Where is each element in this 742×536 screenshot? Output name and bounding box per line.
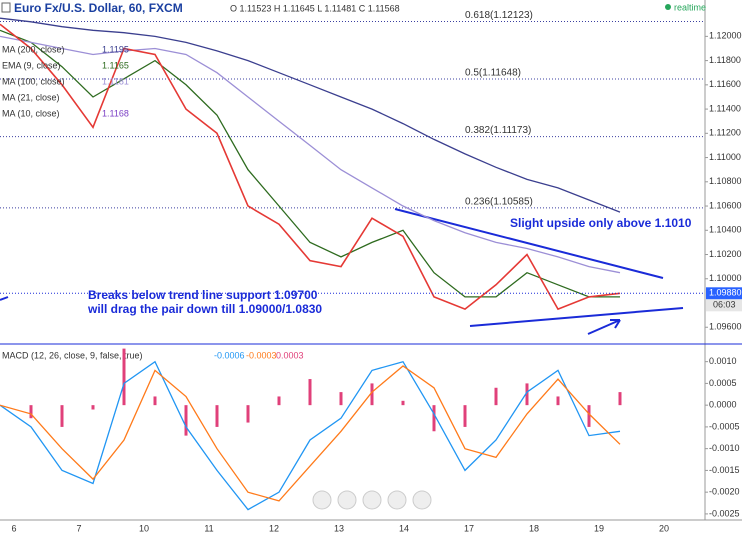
x-tick-label: 19 [594,523,604,533]
last-price-label: 1.09880 [709,288,742,298]
status: realtime [674,2,706,12]
histogram-bar [29,405,33,419]
x-tick-label: 12 [269,523,279,533]
macd-line [0,365,621,502]
histogram-bar [401,400,405,406]
histogram-bar [184,405,188,436]
legend-name: MA (21, close) [2,92,60,102]
scroll-right[interactable] [412,490,432,510]
histogram-bar [277,396,281,406]
y-tick-label: 1.11000 [709,152,741,162]
zoom-out[interactable] [337,490,357,510]
histogram-bar [122,348,126,406]
x-tick-label: 10 [139,523,149,533]
histogram-bar [556,396,560,406]
legend-name: MA (10, close) [2,108,60,118]
y-tick-label: 1.09600 [709,322,742,332]
y-tick-label: 0.0010 [709,356,737,366]
y-tick-label: -0.0025 [709,508,740,518]
y-tick-label: -0.0015 [709,465,740,475]
y-tick-label: 1.12000 [709,31,742,41]
macd-title: MACD (12, 26, close, 9, false, true) [2,350,143,360]
symbol-icon [1,2,11,13]
y-tick-label: 1.10400 [709,225,742,235]
histogram-bar [339,392,343,406]
annotation: Breaks below trend line support 1.09700 [88,288,318,302]
histogram-bar [308,379,312,406]
ma-line [0,17,621,213]
y-tick-label: 1.11800 [709,55,741,65]
annotation: will drag the pair down till 1.09000/1.0… [87,302,322,316]
x-tick-label: 7 [76,523,81,533]
y-tick-label: -0.0020 [709,487,740,497]
histogram-bar [370,383,374,406]
time-label: 06:03 [713,300,736,310]
fib-label: 0.618(1.12123) [465,10,533,21]
legend-name: MA (200, close) [2,44,65,54]
trend-line [469,307,684,327]
reset[interactable] [362,490,382,510]
price-line [0,23,621,311]
time-tag [706,299,742,312]
legend-value: 1.1168 [102,108,129,118]
chart-title: Euro Fx/U.S. Dollar, 60, FXCM [14,1,183,15]
legend-value: 1.1181 [102,76,129,86]
zoom-controls [312,490,432,510]
y-tick-label: 1.11200 [709,128,741,138]
trend-line [0,296,9,301]
x-tick-label: 18 [529,523,539,533]
arrow-head [610,319,621,329]
fib-label: 0.236(1.10585) [465,197,533,208]
fib-label: 0.382(1.11173) [465,125,531,136]
fib-label: 0.5(1.11648) [465,68,521,79]
x-tick-label: 6 [11,523,16,533]
x-tick-label: 13 [334,523,344,533]
x-tick-label: 11 [204,523,213,533]
last-price-tag [706,287,742,300]
ohlc: O 1.11523 H 1.11645 L 1.11481 C 1.11568 [230,3,400,13]
legend-name: EMA (9, close) [2,60,61,70]
histogram-bar [494,387,498,406]
macd-readout: -0.0006 [214,350,245,360]
y-tick-label: 1.10800 [709,176,742,186]
y-tick-label: 1.11400 [709,103,741,113]
status-dot [665,4,671,10]
y-tick-label: 1.10600 [709,200,742,210]
y-tick-label: 0.0005 [709,378,737,388]
macd-readout: -0.0003 [246,350,277,360]
scroll-left[interactable] [312,490,332,510]
y-tick-label: -0.0005 [709,421,740,431]
ma-line [0,29,620,298]
x-tick-label: 20 [659,523,669,533]
histogram-bar [463,405,467,427]
legend-value: 1.1165 [102,60,129,70]
histogram-bar [60,405,64,427]
histogram-bar [432,405,436,432]
trend-line [394,208,664,279]
histogram-bar [91,405,95,410]
macd-readout: 0.0003 [276,350,304,360]
x-tick-label: 14 [399,523,409,533]
histogram-bar [215,405,219,427]
ma-line [0,35,621,274]
x-tick-label: 17 [464,523,474,533]
histogram-bar [246,405,250,423]
histogram-bar [618,392,622,406]
macd-line [0,360,621,511]
histogram-bar [525,383,529,406]
annotation: Slight upside only above 1.1010 [510,216,692,230]
arrow [587,319,621,335]
y-tick-label: 1.10200 [709,249,742,259]
histogram-bar [587,405,591,427]
histogram-bar [153,396,157,406]
zoom-in[interactable] [387,490,407,510]
y-tick-label: 1.11600 [709,79,741,89]
legend-name: MA (100, close) [2,76,65,86]
legend-value: 1.1195 [102,44,129,54]
y-tick-label: 1.10000 [709,273,742,283]
y-tick-label: -0.0010 [709,443,740,453]
y-tick-label: 0.0000 [709,400,737,410]
